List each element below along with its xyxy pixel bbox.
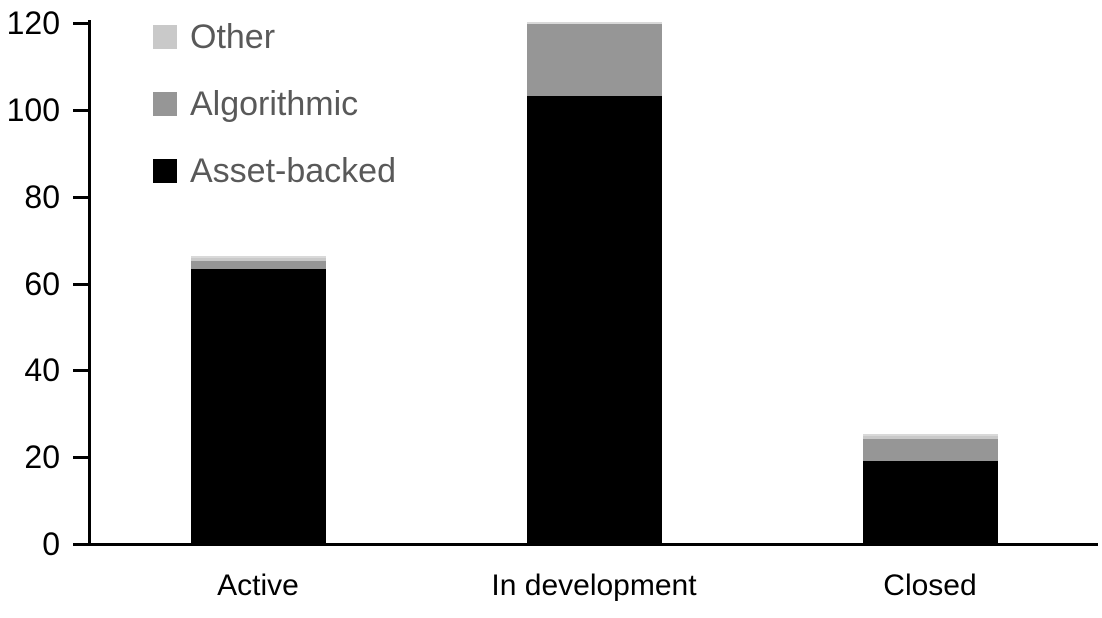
y-tick-label-0: 0 bbox=[42, 526, 60, 562]
x-label-closed: Closed bbox=[883, 569, 977, 602]
y-tick-mark-0 bbox=[73, 543, 91, 546]
bar-closed-segment-other bbox=[862, 434, 998, 439]
bar-closed-segment-asset-backed bbox=[862, 460, 998, 543]
bar-closed-segment-algorithmic bbox=[862, 438, 998, 461]
legend-label-algorithmic: Algorithmic bbox=[190, 85, 359, 123]
bar-active-segment-other bbox=[190, 256, 326, 261]
legend-swatch-icon-asset-backed bbox=[153, 159, 177, 183]
y-tick-label-100: 100 bbox=[6, 92, 60, 128]
y-tick-mark-40 bbox=[73, 369, 91, 372]
legend: Other Algorithmic Asset-backed bbox=[153, 20, 396, 188]
y-tick-label-120: 120 bbox=[6, 5, 60, 41]
legend-item-asset-backed: Asset-backed bbox=[153, 154, 396, 188]
x-axis-line bbox=[73, 543, 1098, 546]
y-tick-label-20: 20 bbox=[24, 439, 60, 475]
bar-in-development-segment-algorithmic bbox=[526, 22, 662, 96]
y-tick-label-40: 40 bbox=[24, 352, 60, 388]
y-tick-label-60: 60 bbox=[24, 266, 60, 302]
bar-active-segment-algorithmic bbox=[190, 260, 326, 270]
y-tick-mark-120 bbox=[73, 22, 91, 25]
y-tick-mark-80 bbox=[73, 196, 91, 199]
x-label-active: Active bbox=[217, 569, 299, 602]
legend-label-asset-backed: Asset-backed bbox=[190, 152, 396, 190]
legend-item-other: Other bbox=[153, 20, 396, 54]
legend-item-algorithmic: Algorithmic bbox=[153, 87, 396, 121]
y-tick-mark-100 bbox=[73, 109, 91, 112]
x-label-in-development: In development bbox=[491, 569, 697, 602]
bar-in-development-segment-asset-backed bbox=[526, 95, 662, 543]
y-tick-mark-60 bbox=[73, 283, 91, 286]
y-tick-mark-20 bbox=[73, 456, 91, 459]
legend-swatch-icon-other bbox=[153, 25, 177, 49]
y-tick-label-80: 80 bbox=[24, 179, 60, 215]
legend-swatch-icon-algorithmic bbox=[153, 92, 177, 116]
legend-label-other: Other bbox=[190, 18, 276, 56]
bar-active-segment-asset-backed bbox=[190, 269, 326, 543]
